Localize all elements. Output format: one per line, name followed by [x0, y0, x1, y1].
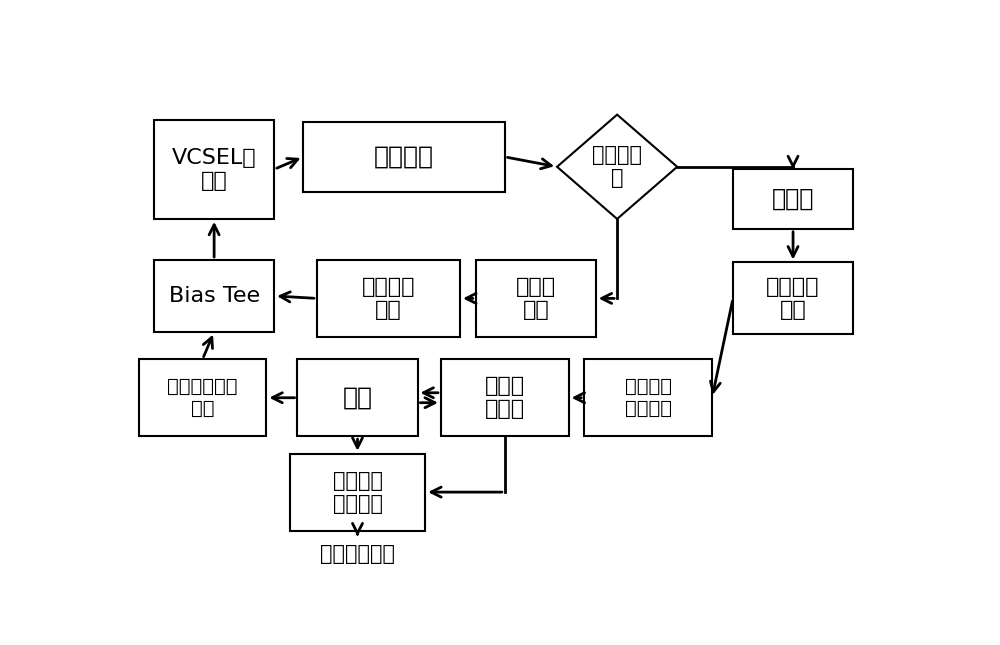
Polygon shape — [557, 115, 677, 219]
Bar — [476, 260, 596, 337]
Bar — [317, 260, 460, 337]
Bar — [303, 122, 505, 192]
Text: VCSEL激
光器: VCSEL激 光器 — [172, 148, 256, 191]
Text: 射频信号合成
芯片: 射频信号合成 芯片 — [167, 377, 238, 418]
Text: 数字信号
处理芯片: 数字信号 处理芯片 — [625, 377, 672, 418]
Bar — [733, 263, 853, 334]
Text: 光电转换
器: 光电转换 器 — [592, 145, 642, 188]
Bar — [154, 119, 274, 219]
Bar — [290, 453, 425, 531]
Text: 模数转换
芯片: 模数转换 芯片 — [766, 277, 820, 320]
Bar — [733, 169, 853, 229]
Bar — [139, 359, 266, 436]
Text: 晶振: 晶振 — [342, 386, 372, 410]
Text: 锁相放
大器: 锁相放 大器 — [516, 277, 556, 320]
Bar — [584, 359, 712, 436]
Bar — [441, 359, 569, 436]
Text: 激光器电
流源: 激光器电 流源 — [362, 277, 415, 320]
Text: Bias Tee: Bias Tee — [169, 286, 260, 306]
Text: 滤波器: 滤波器 — [772, 187, 814, 211]
Text: 数字频率
合成芯片: 数字频率 合成芯片 — [332, 470, 382, 513]
Bar — [297, 359, 418, 436]
Text: 逻辑控
制芯片: 逻辑控 制芯片 — [485, 376, 525, 419]
Text: 标准频率输出: 标准频率输出 — [320, 544, 395, 564]
Bar — [154, 260, 274, 332]
Text: 原子气室: 原子气室 — [374, 145, 434, 169]
